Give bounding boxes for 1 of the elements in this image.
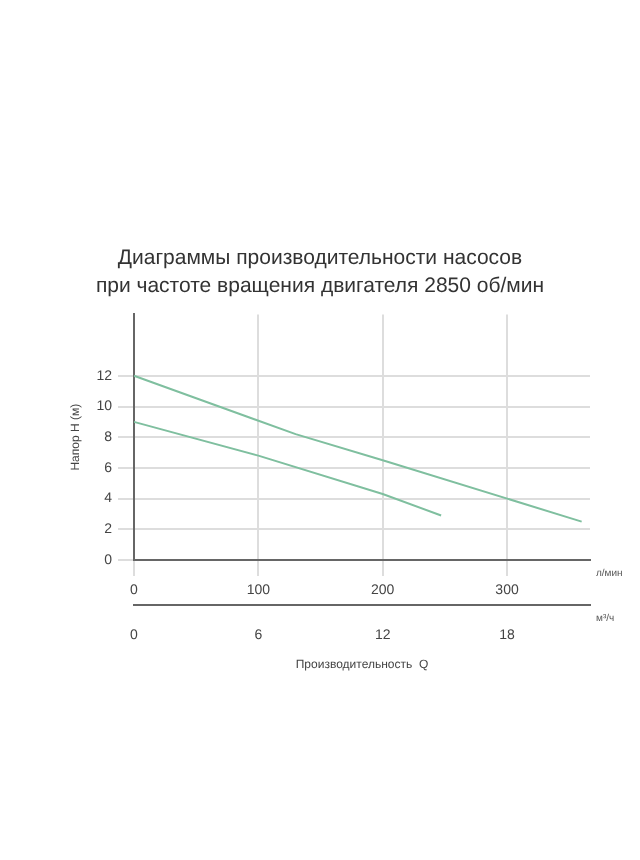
chart-title: Диаграммы производительности насосов при частоте вращения двигателя 2850 об/мин [93, 244, 547, 301]
